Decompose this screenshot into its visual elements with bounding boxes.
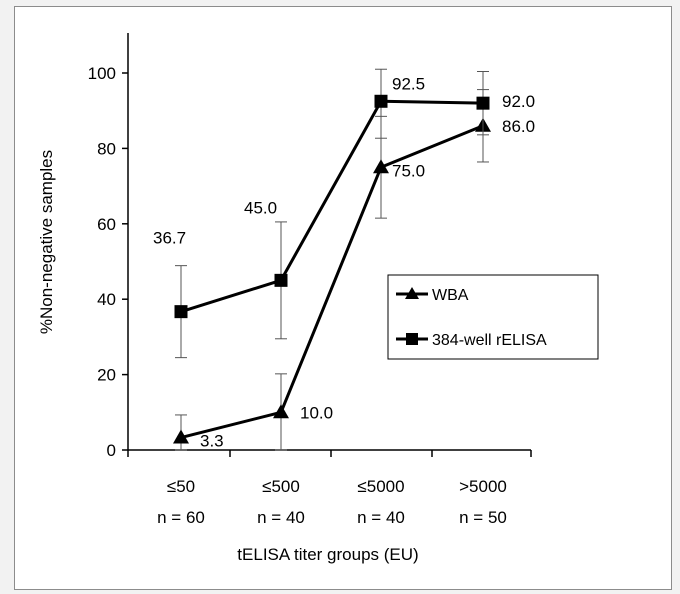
legend-marker-square-icon bbox=[406, 333, 418, 345]
y-tick-label: 80 bbox=[97, 139, 116, 158]
x-tick-label: >5000 bbox=[459, 477, 507, 496]
data-point-triangle bbox=[173, 429, 189, 444]
y-ticks: 0 20 40 60 80 100 bbox=[88, 64, 128, 460]
data-label: 10.0 bbox=[300, 403, 333, 422]
data-point-square bbox=[374, 94, 388, 108]
x-axis-title: tELISA titer groups (EU) bbox=[237, 545, 418, 564]
y-tick-label: 20 bbox=[97, 366, 116, 385]
data-point-triangle bbox=[273, 404, 289, 419]
data-label: 3.3 bbox=[200, 432, 224, 451]
x-tick-n-label: n = 40 bbox=[257, 508, 305, 527]
x-tick-label: ≤50 bbox=[167, 477, 195, 496]
data-label: 45.0 bbox=[244, 198, 277, 217]
axes: 0 20 40 60 80 100 ≤50 n = 60 ≤500 n = 40 ≤5000 n =… bbox=[88, 33, 532, 527]
plot-area: 3.3 10.0 75.0 86.0 36.7 45.0 92.5 92.0 bbox=[153, 68, 535, 451]
x-tick-label: ≤5000 bbox=[357, 477, 404, 496]
y-axis-title: %Non-negative samples bbox=[37, 150, 56, 334]
data-label: 92.5 bbox=[392, 74, 425, 93]
y-tick-label: 40 bbox=[97, 290, 116, 309]
legend-label-wba: WBA bbox=[432, 287, 469, 304]
y-tick-label: 60 bbox=[97, 215, 116, 234]
data-point-square bbox=[274, 273, 288, 287]
legend-marker-triangle-icon bbox=[405, 287, 419, 299]
series-line bbox=[180, 99, 484, 314]
x-tick-n-label: n = 40 bbox=[357, 508, 405, 527]
legend-box bbox=[387, 274, 599, 360]
legend: WBA 384-well rELISA bbox=[387, 274, 599, 360]
y-tick-label: 100 bbox=[88, 64, 116, 83]
series-line bbox=[180, 124, 484, 440]
data-point-triangle bbox=[373, 159, 389, 174]
legend-label-relisa: 384-well rELISA bbox=[432, 332, 547, 349]
data-label: 92.0 bbox=[502, 92, 535, 111]
data-label: 36.7 bbox=[153, 229, 186, 248]
series-wba: 3.3 10.0 75.0 86.0 bbox=[173, 89, 535, 451]
data-point-square bbox=[174, 305, 188, 319]
data-label: 75.0 bbox=[392, 161, 425, 180]
x-tick-n-label: n = 50 bbox=[459, 508, 507, 527]
x-tick-n-label: n = 60 bbox=[157, 508, 205, 527]
x-tick-label: ≤500 bbox=[262, 477, 300, 496]
data-label: 86.0 bbox=[502, 117, 535, 136]
series-relisa: 36.7 45.0 92.5 92.0 bbox=[153, 68, 535, 359]
data-point-square bbox=[476, 96, 490, 110]
x-ticks: ≤50 n = 60 ≤500 n = 40 ≤5000 n = 40 >5000 n = 5… bbox=[127, 450, 532, 527]
y-tick-label: 0 bbox=[107, 441, 116, 460]
